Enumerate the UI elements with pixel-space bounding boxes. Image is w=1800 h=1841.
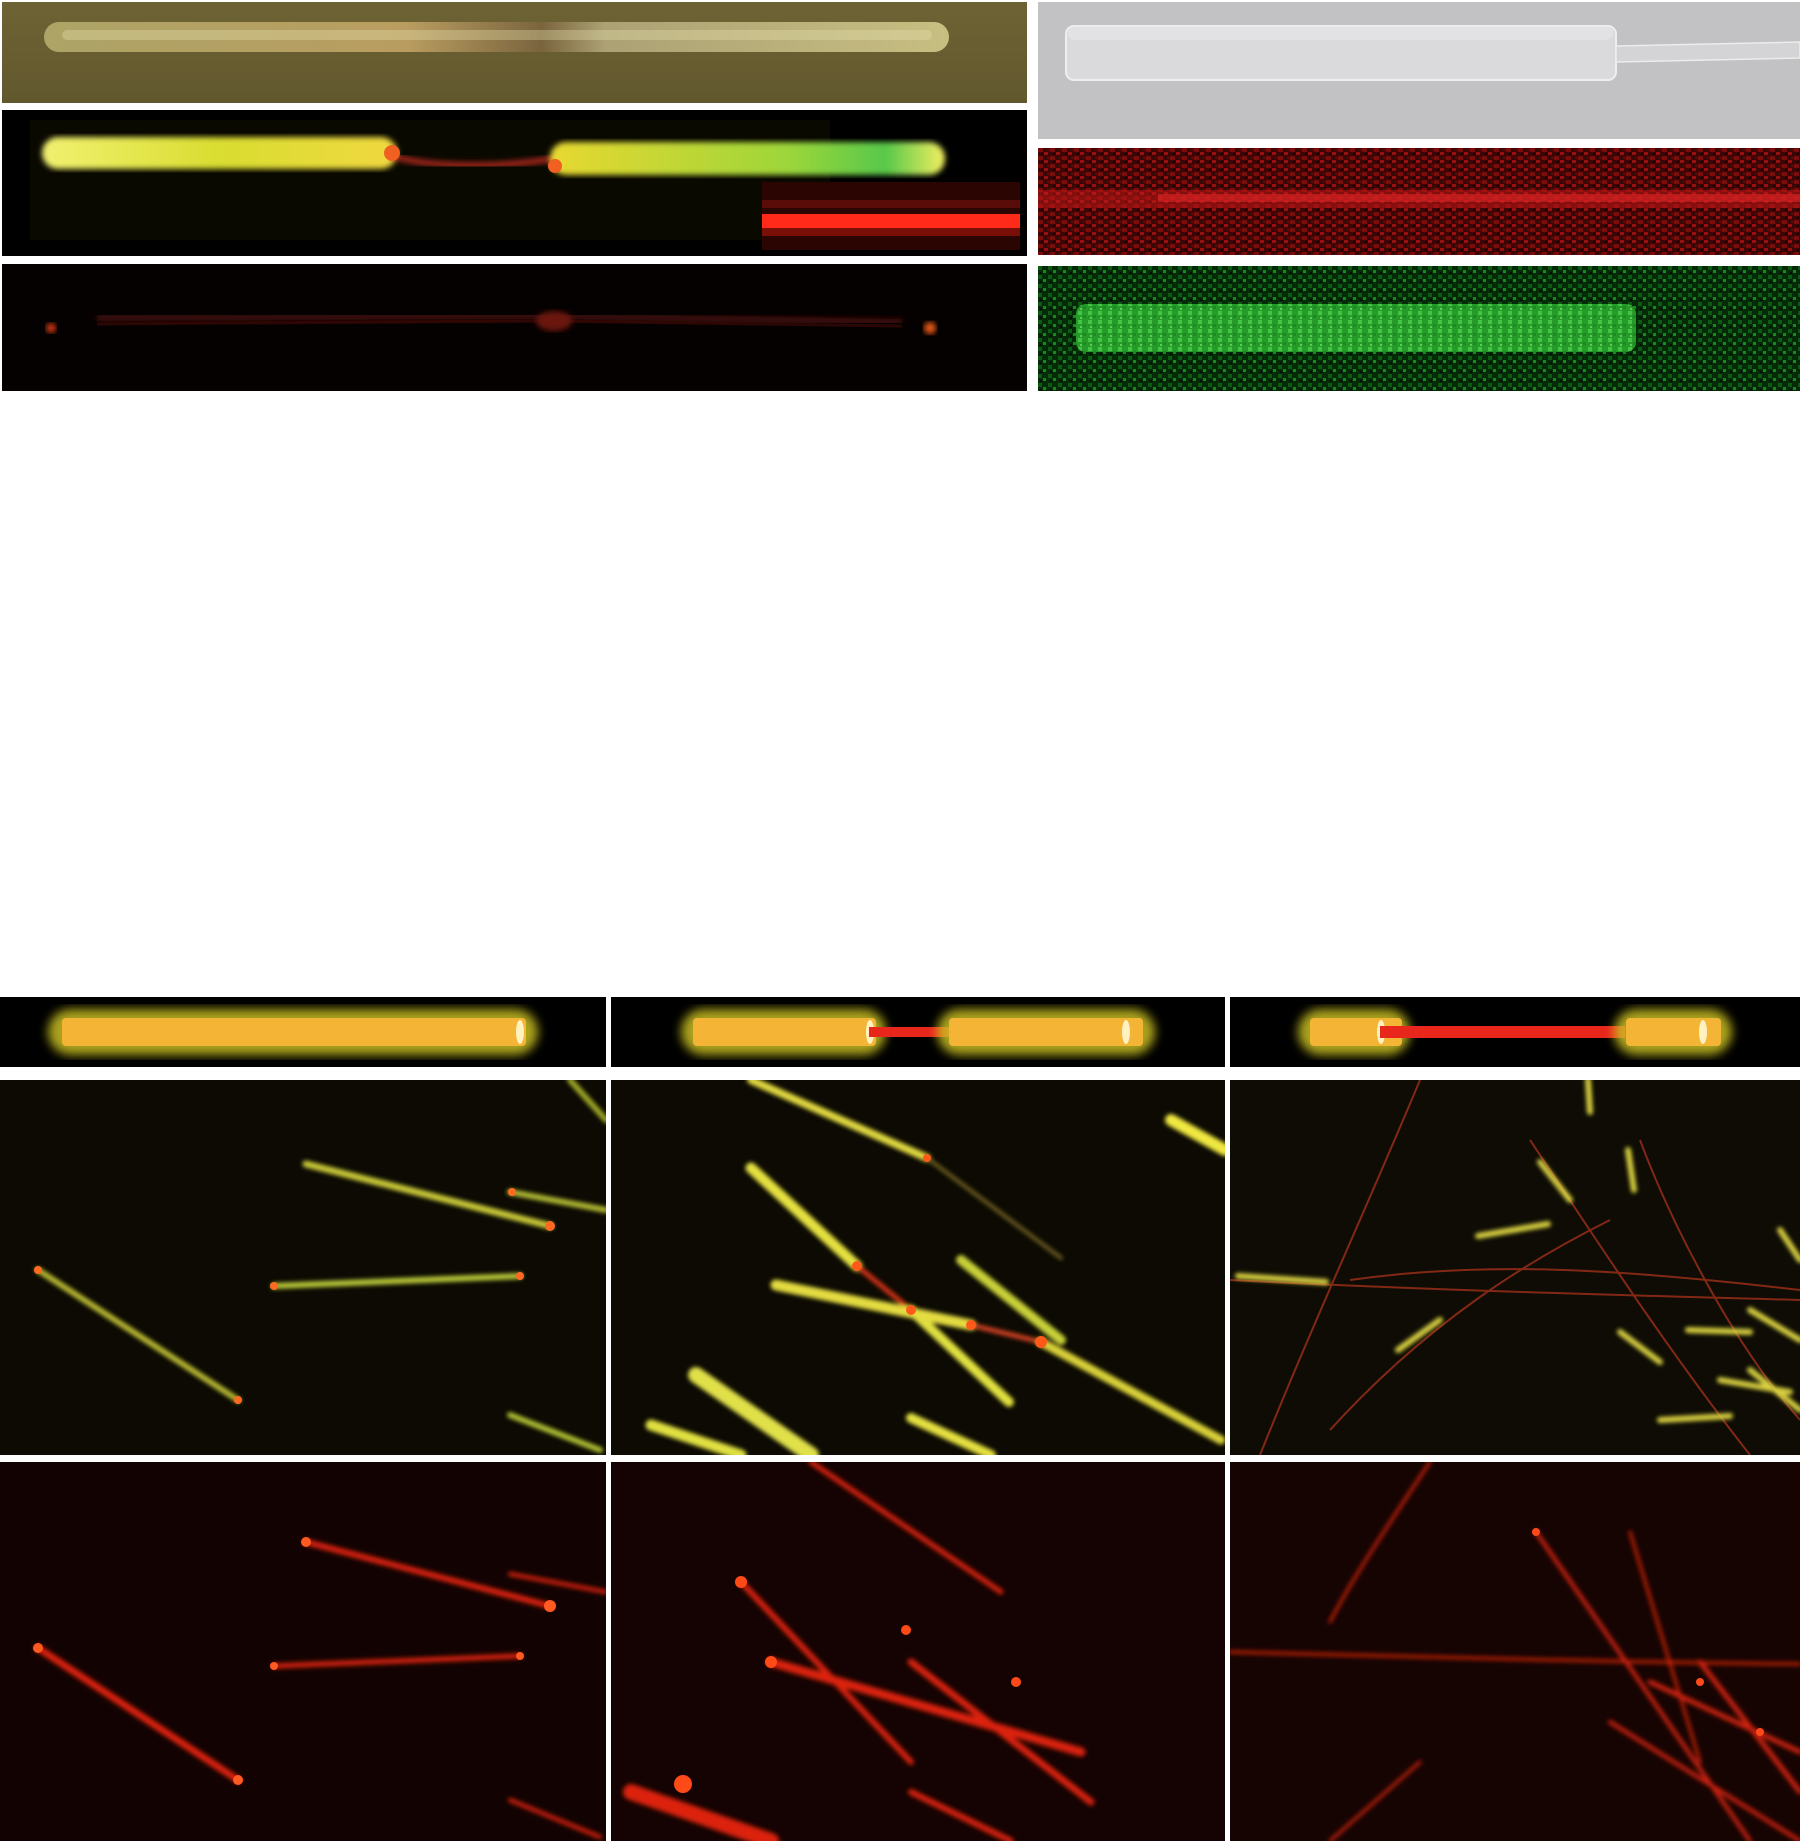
red-long-bridge-wires-panel [1230, 1462, 1800, 1841]
schematic-uniform-rod [0, 997, 606, 1067]
eds-red-map-panel [1038, 148, 1800, 255]
schematic-long-bridge [1230, 997, 1800, 1067]
red-short-bridge-wires-panel [611, 1462, 1225, 1841]
pl-long-bridge-wires-panel [1230, 1080, 1800, 1455]
pl-uniform-wires-panel [0, 1080, 606, 1455]
inset-red-segment [762, 182, 1020, 250]
optical-microscope-panel [2, 2, 1027, 103]
schematic-short-bridge [611, 997, 1225, 1067]
red-uniform-wires-panel [0, 1462, 606, 1841]
eds-green-map-panel [1038, 266, 1800, 391]
sem-panel [1038, 2, 1800, 139]
pl-short-bridge-wires-panel [611, 1080, 1225, 1455]
pl-heterostructure-panel [2, 110, 1027, 256]
pl-red-filter-panel [2, 264, 1027, 391]
